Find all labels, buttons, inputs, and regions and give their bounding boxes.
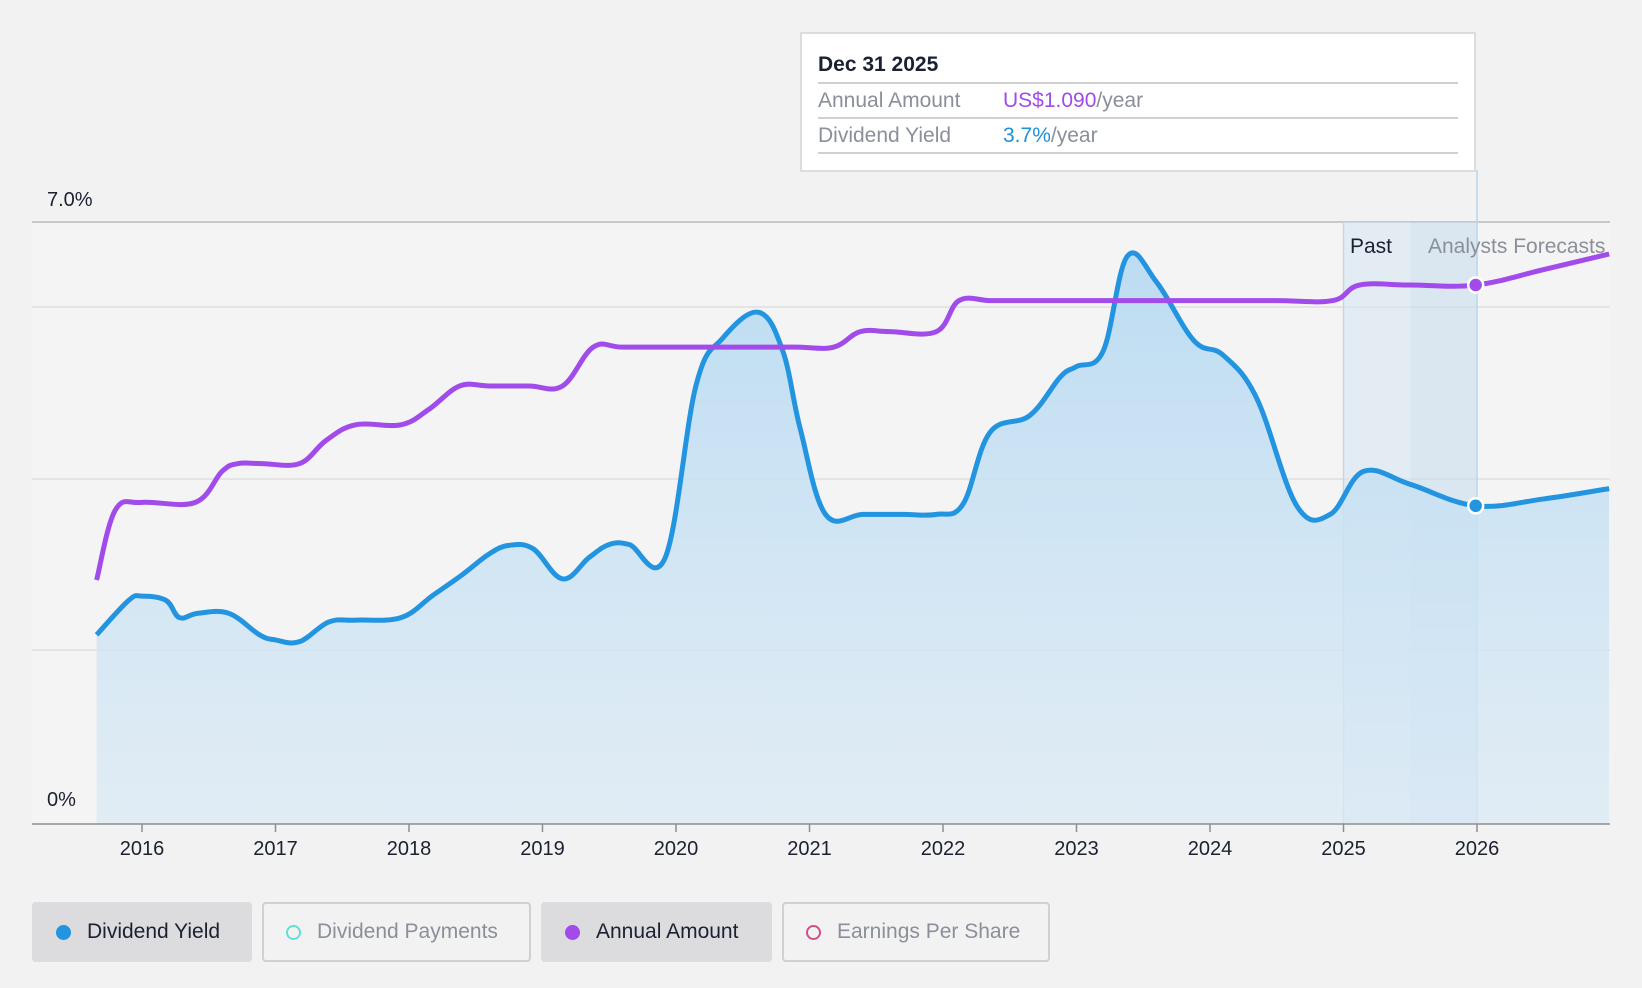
x-tick-label: 2020 [654,838,699,860]
legend-dividend-yield-button[interactable]: Dividend Yield [32,902,252,962]
past-label: Past [1350,235,1392,258]
x-tick-label: 2025 [1321,838,1366,860]
x-tick-label: 2026 [1455,838,1500,860]
dividend-payments-dot-icon [286,924,301,940]
y-axis: 7.0% 0% [47,189,93,811]
tooltip-annual-row: Annual Amount US$1.090 /year [818,84,1458,119]
legend-label: Annual Amount [596,920,739,943]
tooltip-yield-value: 3.7% [1003,124,1051,147]
tooltip-yield-unit: /year [1050,124,1098,147]
x-axis: 2016 2017 2018 2019 2020 2021 2022 2023 2024 2025… [32,823,1610,860]
dividend-yield-line [94,250,1610,646]
x-tick-label: 2024 [1188,838,1233,860]
x-tick-label: 2023 [1054,838,1099,860]
annual-amount-line [94,251,1610,581]
tooltip: Dec 31 2025 Annual Amount US$1.090 /year… [800,32,1476,172]
annual-amount-marker [1466,276,1485,294]
tooltip-yield-row: Dividend Yield 3.7% /year [818,119,1458,154]
legend-label: Dividend Yield [87,920,221,943]
earnings-per-share-dot-icon [806,924,821,940]
tooltip-annual-value: US$1.090 [1003,89,1097,112]
y-axis-bottom-label: 0% [47,789,76,811]
x-tick-label: 2021 [787,838,832,860]
legend-annual-amount-button[interactable]: Annual Amount [541,902,772,962]
series-layer [94,250,1610,824]
dividend-yield-marker [1466,497,1485,515]
legend-label: Dividend Payments [317,920,498,943]
x-tick-label: 2016 [120,838,165,860]
tooltip-yield-key: Dividend Yield [818,124,952,147]
tooltip-annual-key: Annual Amount [818,89,961,112]
tooltip-date: Dec 31 2025 [818,48,1458,84]
dividend-yield-dot-icon [56,924,71,940]
zone-labels: Past Analysts Forecasts [1350,235,1605,258]
legend: Dividend Yield Dividend Payments Annual … [32,902,1050,962]
legend-label: Earnings Per Share [837,920,1021,943]
x-tick-label: 2018 [387,838,432,860]
forecast-label: Analysts Forecasts [1428,235,1605,258]
legend-earnings-per-share-button[interactable]: Earnings Per Share [782,902,1050,962]
x-tick-label: 2019 [520,838,565,860]
legend-dividend-payments-button[interactable]: Dividend Payments [262,902,531,962]
annual-amount-dot-icon [565,924,580,940]
x-tick-label: 2022 [921,838,966,860]
dividend-yield-area [96,252,1610,824]
y-axis-top-label: 7.0% [47,189,93,211]
tooltip-annual-unit: /year [1096,89,1144,112]
x-tick-label: 2017 [253,838,298,860]
